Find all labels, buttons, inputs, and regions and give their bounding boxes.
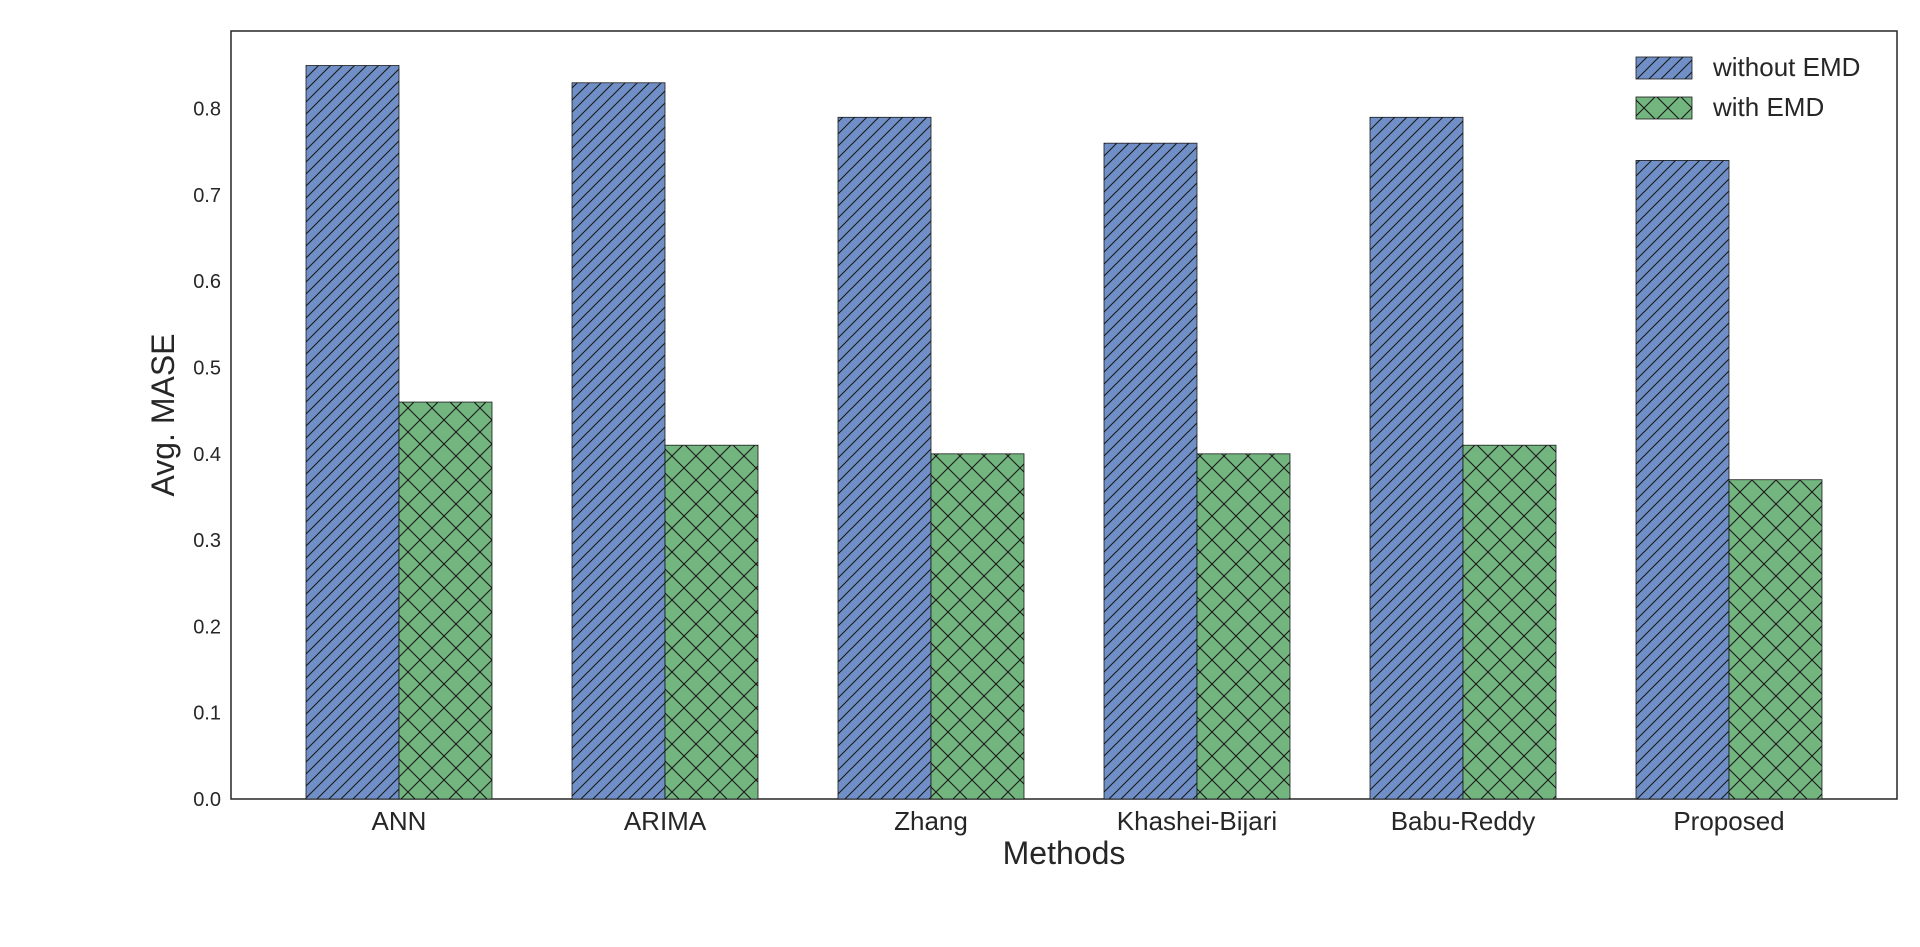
legend-swatch-hatch-without-emd (1635, 56, 1693, 80)
y-tick-label: 0.1 (193, 703, 221, 725)
bar-hatch-with-emd-ann (398, 401, 493, 800)
y-axis-title: Avg. MASE (145, 333, 181, 496)
x-tick-label: ANN (372, 806, 427, 836)
bar-hatch-without-emd-proposed (1635, 160, 1730, 800)
y-axis-ticks: 0.0 0.1 0.2 0.3 0.4 0.5 0.6 0.7 0.8 (193, 99, 221, 811)
bar-hatch-with-emd-khashei-bijari (1196, 453, 1291, 800)
bar-hatch-with-emd-zhang (930, 453, 1025, 800)
bar-hatch-with-emd-arima (664, 444, 759, 800)
x-tick-label: Khashei-Bijari (1117, 806, 1277, 836)
y-tick-label: 0.7 (193, 185, 221, 207)
bar-hatch-without-emd-zhang (837, 116, 932, 800)
legend-label-without-emd: without EMD (1712, 52, 1860, 82)
bar-hatch-without-emd-babu-reddy (1369, 116, 1464, 800)
x-axis-ticks: ANN ARIMA Zhang Khashei-Bijari Babu-Reddy Pro… (372, 806, 1785, 836)
y-tick-label: 0.6 (193, 271, 221, 293)
bar-hatch-without-emd-khashei-bijari (1103, 142, 1198, 800)
bar-hatch-without-emd-arima (571, 82, 666, 800)
y-tick-label: 0.8 (193, 99, 221, 121)
y-tick-label: 0.5 (193, 358, 221, 380)
x-tick-label: ARIMA (624, 806, 707, 836)
legend-label-with-emd: with EMD (1712, 92, 1824, 122)
x-tick-label: Zhang (894, 806, 968, 836)
y-tick-label: 0.3 (193, 530, 221, 552)
bar-hatch-without-emd-ann (305, 65, 400, 800)
bar-hatch-with-emd-proposed (1728, 479, 1823, 800)
plot-area (230, 30, 1898, 800)
legend-swatch-hatch-with-emd (1635, 96, 1693, 120)
y-tick-label: 0.0 (193, 789, 221, 811)
x-tick-label: Proposed (1673, 806, 1784, 836)
x-axis-title: Methods (1003, 835, 1126, 871)
x-tick-label: Babu-Reddy (1391, 806, 1536, 836)
y-tick-label: 0.2 (193, 616, 221, 638)
y-tick-label: 0.4 (193, 444, 221, 466)
bar-hatch-with-emd-babu-reddy (1462, 444, 1557, 800)
legend: without EMD with EMD (1635, 52, 1860, 122)
bars-group (305, 65, 1823, 800)
